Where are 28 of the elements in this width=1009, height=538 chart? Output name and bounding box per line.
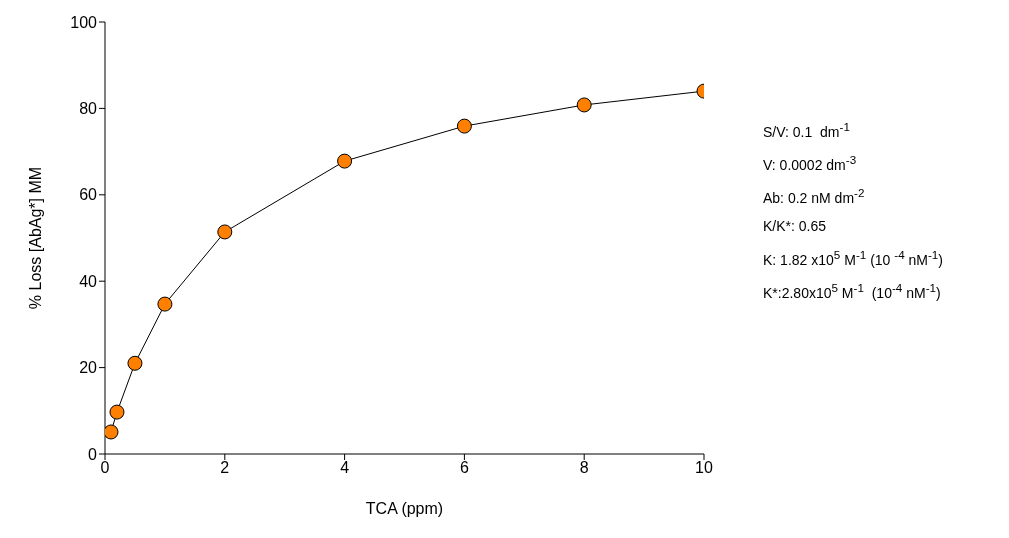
text: S/V: 0.1 dm$^{-1}$ bbox=[763, 119, 851, 142]
x-tick-label: 4 bbox=[340, 459, 350, 477]
point bbox=[105, 424, 119, 440]
x-tick-label: 0 bbox=[100, 459, 110, 477]
x-tick-label: 6 bbox=[459, 459, 469, 477]
y-tick-label: 20 bbox=[79, 359, 98, 377]
text: V: 0.0002 dm$^{-3}$ bbox=[763, 152, 858, 175]
y-tick-label: 80 bbox=[79, 100, 98, 118]
text: K/K*: 0.65 bbox=[763, 217, 828, 237]
x-tick-label: 10 bbox=[695, 459, 713, 477]
point bbox=[456, 118, 472, 134]
y-tick-label: 60 bbox=[79, 186, 98, 204]
y-tick-label: 0 bbox=[88, 445, 98, 463]
text: K: 1.82 x10$^{5}$ M$^{-1}$ (10 $^{-4}$ nM$^{-1}$) bbox=[763, 247, 944, 268]
text: Ab: 0.2 nM dm$^{-2}$ bbox=[763, 185, 866, 208]
point bbox=[109, 404, 125, 420]
x-axis-title: TCA (ppm) bbox=[365, 500, 444, 517]
point bbox=[576, 97, 592, 113]
text: K*:2.80x10$^{5}$ M$^{-1}$ (10$^{-4}$ nM$^{-1}$) bbox=[763, 281, 941, 301]
y-axis-title: % Loss [AbAg*] MM bbox=[26, 166, 44, 310]
x-tick-label: 8 bbox=[579, 459, 589, 477]
y-tick-label: 100 bbox=[70, 13, 98, 31]
y-tick-label: 40 bbox=[79, 272, 98, 290]
point bbox=[157, 296, 173, 312]
x-tick-label: 2 bbox=[220, 459, 230, 477]
point bbox=[337, 153, 353, 169]
point bbox=[217, 224, 233, 240]
point bbox=[127, 355, 143, 371]
